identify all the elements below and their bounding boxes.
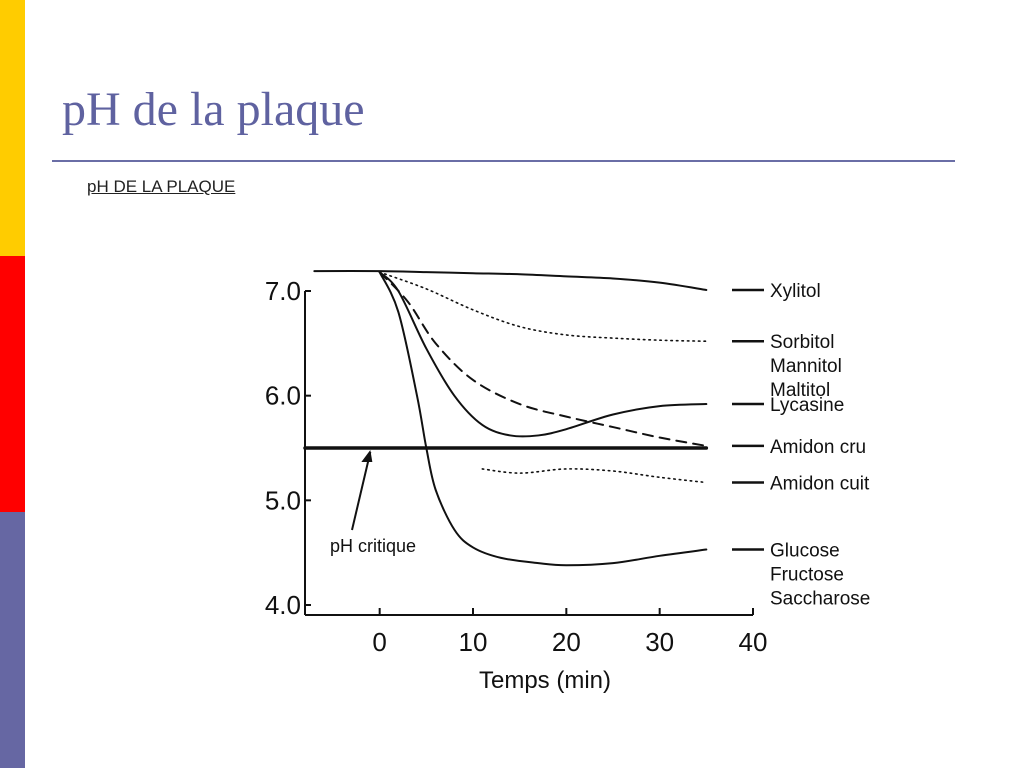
annotation-ph-critique: pH critique	[330, 536, 416, 556]
series-line-amidon-cru	[378, 271, 708, 447]
series-line-glucose-fructose-saccharose	[378, 271, 708, 567]
series-line-sorbitol-mannitol-maltitol	[378, 271, 708, 343]
x-axis-label: Temps (min)	[479, 667, 611, 694]
slide-title: pH de la plaque	[62, 83, 365, 136]
series-label-sorbitol: Sorbitol	[770, 332, 834, 353]
y-tick-label: 7.0	[265, 276, 301, 306]
annotation-arrow-head	[361, 450, 373, 462]
annotation-arrow-line	[351, 451, 372, 531]
series-line-xylitol	[313, 270, 708, 291]
chart-series	[303, 270, 709, 567]
accent-stripe-yellow	[0, 0, 25, 256]
x-tick-label: 10	[459, 627, 488, 657]
series-line-lycasine	[378, 271, 708, 438]
x-tick-label: 40	[739, 627, 768, 657]
series-label-amidon-cru: Amidon cru	[770, 437, 866, 458]
figure-heading: pH DE LA PLAQUE	[87, 177, 236, 196]
series-label-glucose: Glucose	[770, 541, 840, 562]
x-tick-label: 20	[552, 627, 581, 657]
accent-stripe-red	[0, 256, 25, 512]
y-tick-label: 6.0	[265, 381, 301, 411]
series-line-amidon-cuit	[481, 468, 708, 484]
y-tick-label: 5.0	[265, 485, 301, 515]
chart-axes: 7.0 6.0 5.0 4.0 0 10 20 30 40	[265, 276, 768, 657]
series-label-lycasine: Lycasine	[770, 395, 844, 416]
title-divider	[52, 160, 955, 162]
series-label-amidon-cuit: Amidon cuit	[770, 474, 870, 495]
y-tick-label: 4.0	[265, 590, 301, 620]
x-tick-label: 30	[645, 627, 674, 657]
series-label-xylitol: Xylitol	[770, 281, 821, 302]
series-label-mannitol: Mannitol	[770, 356, 842, 377]
series-label-saccharose: Saccharose	[770, 589, 870, 610]
x-tick-label: 0	[372, 627, 386, 657]
accent-stripe-blue	[0, 512, 25, 768]
series-label-maltitol: Maltitol	[770, 380, 830, 401]
series-label-fructose: Fructose	[770, 565, 844, 586]
